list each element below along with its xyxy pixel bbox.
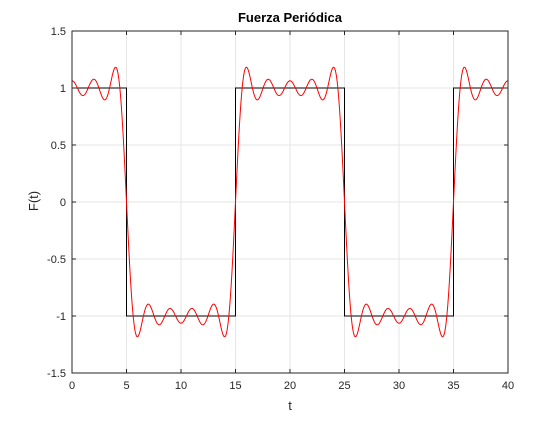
y-tick-label: 0	[60, 197, 66, 209]
x-tick-label: 10	[175, 380, 187, 392]
y-tick-label: 1.5	[51, 26, 66, 38]
y-tick-label: -1.5	[47, 368, 66, 380]
y-axis-label: F(t)	[26, 191, 41, 211]
x-tick-label: 30	[393, 380, 405, 392]
x-tick-label: 40	[502, 380, 514, 392]
y-tick-label: -0.5	[47, 254, 66, 266]
x-tick-label: 20	[284, 380, 296, 392]
x-tick-label: 25	[338, 380, 350, 392]
y-tick-label: 0.5	[51, 140, 66, 152]
y-tick-label: 1	[60, 83, 66, 95]
x-tick-label: 0	[69, 380, 75, 392]
x-tick-label: 5	[123, 380, 129, 392]
chart-title: Fuerza Periódica	[238, 10, 343, 25]
ticks: 0 5 10 15 20 25 30 35 40 1.5 1 0.5 0 -0.5 -1 -1.5	[47, 26, 514, 392]
x-axis-label: t	[288, 398, 292, 413]
x-tick-label: 15	[229, 380, 241, 392]
x-tick-label: 35	[447, 380, 459, 392]
fourier-approximation-line	[71, 66, 509, 338]
y-tick-label: -1	[56, 311, 66, 323]
plot-series	[71, 66, 509, 338]
